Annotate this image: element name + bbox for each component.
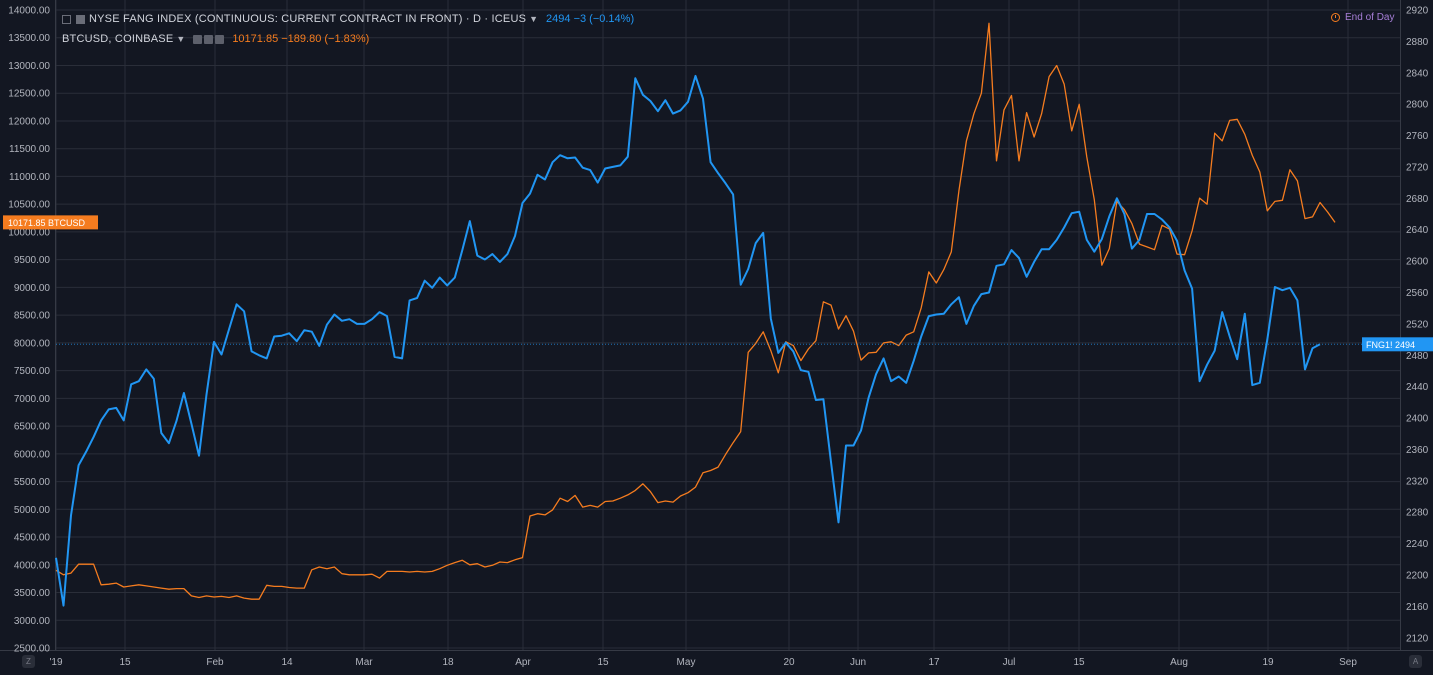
right-tick-label: 2680: [1406, 194, 1429, 205]
right-tick-label: 2320: [1406, 476, 1429, 487]
time-tick-label: '19: [49, 657, 62, 668]
collapse-icon[interactable]: [62, 14, 71, 24]
chevron-down-icon[interactable]: ▼: [529, 14, 539, 24]
right-tick-label: 2720: [1406, 162, 1429, 173]
right-tick-label: 2640: [1406, 225, 1429, 236]
time-tick-label: 15: [119, 657, 131, 668]
visibility-icon[interactable]: [193, 34, 203, 44]
fang-price-text: FNG1! 2494: [1366, 340, 1415, 350]
right-tick-label: 2280: [1406, 508, 1429, 519]
left-tick-label: 7500.00: [14, 366, 51, 377]
left-tick-label: 10000.00: [8, 227, 50, 238]
left-axis-ticks[interactable]: 2500.00 3000.00 3500.00 4000.00 4500.00 5000.…: [8, 6, 50, 655]
time-tick-label: May: [677, 657, 696, 668]
fang-price-tag: [1362, 337, 1433, 352]
time-tick-label: Apr: [515, 657, 531, 668]
right-tick-label: 2440: [1406, 382, 1429, 393]
secondary-series-values: 10171.85 −189.80 (−1.83%): [232, 33, 370, 45]
right-tick-label: 2160: [1406, 602, 1429, 613]
undo-zoom-button[interactable]: Z: [22, 655, 35, 668]
left-tick-label: 12000.00: [8, 116, 50, 127]
left-tick-label: 7000.00: [14, 394, 51, 405]
time-tick-label: 17: [928, 657, 940, 668]
right-tick-label: 2520: [1406, 319, 1429, 330]
close-icon[interactable]: [215, 34, 225, 44]
btc-price-tag: [3, 215, 98, 230]
left-tick-label: 8500.00: [14, 311, 51, 322]
left-tick-label: 5500.00: [14, 477, 51, 488]
main-series-values: 2494 −3 (−0.14%): [546, 13, 635, 25]
btc-price-text: 10171.85 BTCUSD: [8, 218, 86, 228]
end-of-day-label: End of Day: [1345, 12, 1395, 23]
time-tick-label: 14: [281, 657, 293, 668]
left-tick-label: 2500.00: [14, 644, 51, 655]
left-tick-label: 13500.00: [8, 33, 50, 44]
left-tick-label: 9000.00: [14, 283, 51, 294]
right-tick-label: 2920: [1406, 6, 1429, 17]
time-tick-label: 19: [1262, 657, 1274, 668]
right-tick-label: 2480: [1406, 351, 1429, 362]
right-tick-label: 2880: [1406, 37, 1429, 48]
symbol-icon: [76, 14, 85, 24]
time-tick-label: 15: [597, 657, 609, 668]
fang-series-line[interactable]: [55, 74, 1321, 607]
left-tick-label: 9500.00: [14, 255, 51, 266]
left-tick-label: 6500.00: [14, 422, 51, 433]
chevron-down-icon[interactable]: ▼: [176, 34, 186, 44]
time-tick-label: Sep: [1339, 657, 1357, 668]
clock-icon: [1331, 13, 1340, 22]
left-tick-label: 8000.00: [14, 338, 51, 349]
time-tick-label: 18: [442, 657, 454, 668]
time-tick-label: 20: [783, 657, 795, 668]
right-tick-label: 2400: [1406, 414, 1429, 425]
right-tick-label: 2360: [1406, 445, 1429, 456]
left-tick-label: 4500.00: [14, 533, 51, 544]
secondary-series-title[interactable]: BTCUSD, COINBASE: [62, 33, 174, 45]
left-tick-label: 6000.00: [14, 449, 51, 460]
time-tick-label: Aug: [1170, 657, 1188, 668]
left-tick-label: 3000.00: [14, 616, 51, 627]
secondary-series-legend[interactable]: BTCUSD, COINBASE ▼ 10171.85 −189.80 (−1.…: [62, 33, 369, 45]
left-tick-label: 3500.00: [14, 588, 51, 599]
time-tick-label: 15: [1073, 657, 1085, 668]
left-tick-label: 5000.00: [14, 505, 51, 516]
end-of-day-badge[interactable]: End of Day: [1331, 12, 1394, 23]
time-tick-label: Mar: [355, 657, 373, 668]
settings-icon[interactable]: [204, 34, 214, 44]
series-group: [55, 22, 1336, 607]
right-axis-ticks[interactable]: 2120 2160 2200 2240 2280 2320 2360 2400 2440 2480…: [1406, 6, 1429, 645]
left-tick-label: 11500.00: [9, 144, 50, 155]
main-series-title[interactable]: NYSE FANG INDEX (CONTINUOUS: CURRENT CON…: [89, 13, 527, 25]
right-tick-label: 2240: [1406, 539, 1429, 550]
right-tick-label: 2600: [1406, 257, 1429, 268]
auto-scale-button[interactable]: A: [1409, 655, 1422, 668]
right-tick-label: 2840: [1406, 68, 1429, 79]
main-series-legend[interactable]: NYSE FANG INDEX (CONTINUOUS: CURRENT CON…: [62, 13, 634, 25]
left-tick-label: 10500.00: [8, 200, 50, 211]
time-axis-ticks[interactable]: '19 15 Feb 14 Mar 18 Apr 15 May 20 Jun 17 Jul 15 Aug 19…: [49, 657, 1357, 668]
price-labels: 10171.85 BTCUSD FNG1! 2494: [3, 215, 1433, 352]
left-tick-label: 13000.00: [8, 61, 50, 72]
right-tick-label: 2800: [1406, 100, 1429, 111]
left-tick-label: 14000.00: [8, 6, 50, 17]
time-tick-label: Feb: [206, 657, 224, 668]
time-tick-label: Jul: [1003, 657, 1016, 668]
left-tick-label: 12500.00: [8, 89, 50, 100]
left-tick-label: 4000.00: [14, 560, 51, 571]
time-tick-label: Jun: [850, 657, 866, 668]
right-tick-label: 2560: [1406, 288, 1429, 299]
right-tick-label: 2200: [1406, 571, 1429, 582]
right-tick-label: 2120: [1406, 633, 1429, 644]
right-tick-label: 2760: [1406, 131, 1429, 142]
grid: [55, 0, 1400, 650]
left-tick-label: 11000.00: [9, 172, 50, 183]
